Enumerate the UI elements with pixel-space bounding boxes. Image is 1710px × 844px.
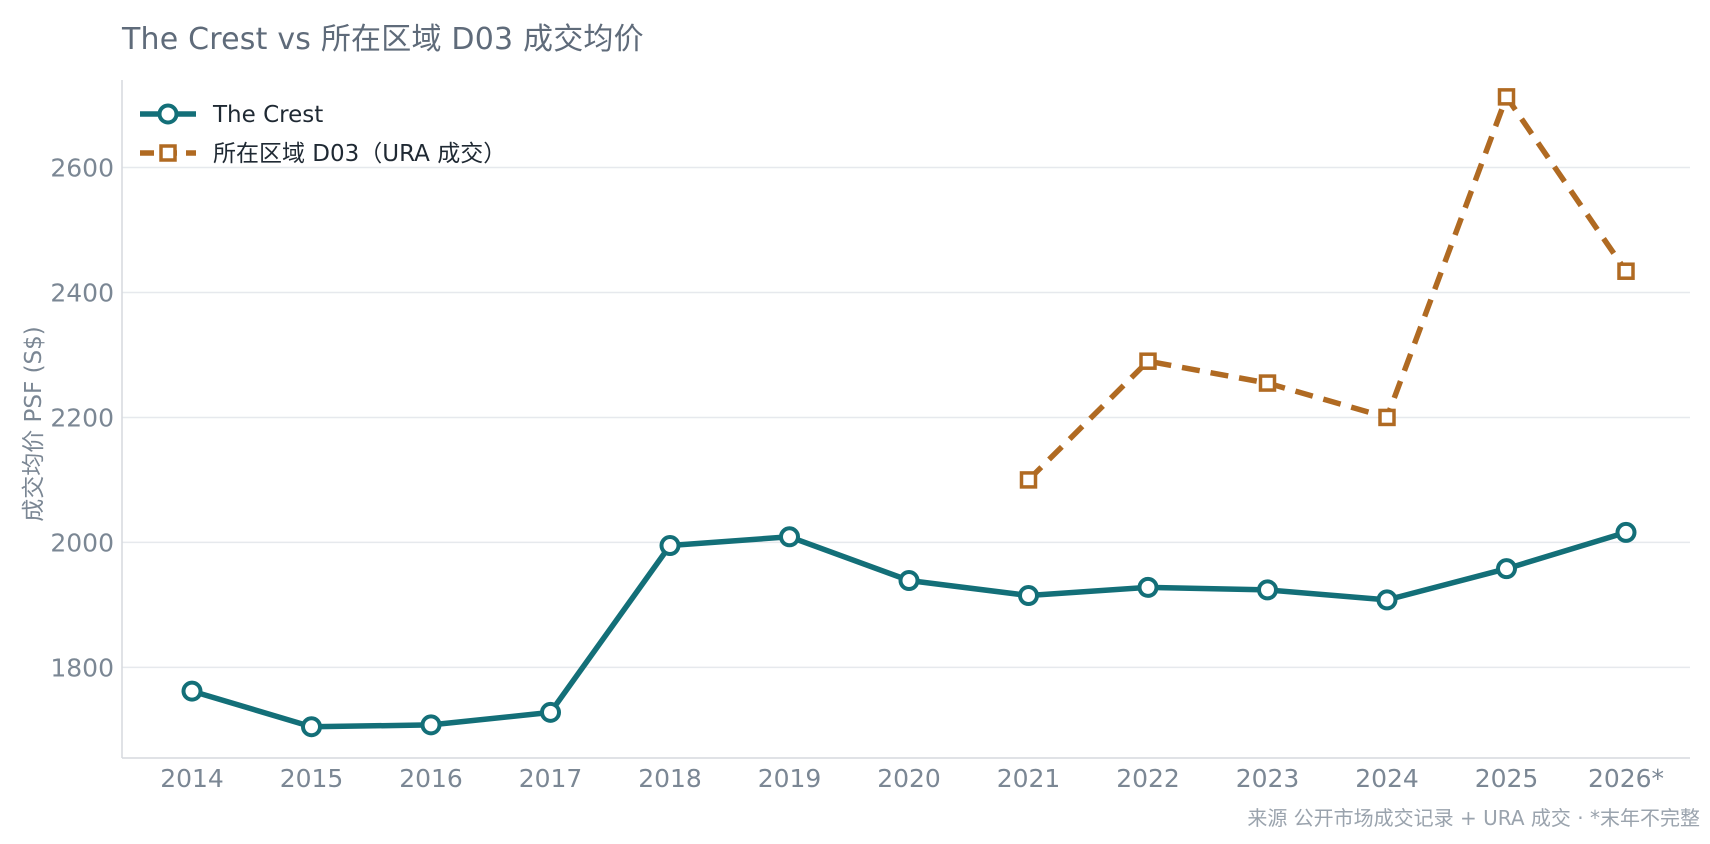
x-tick-label: 2017 [519,764,583,793]
x-tick-label: 2016 [399,764,463,793]
data-point [1258,374,1277,392]
data-point [1137,576,1159,598]
data-point [1257,579,1278,601]
x-tick-label: 2022 [1116,764,1180,793]
data-point [540,701,561,723]
legend-label: The Crest [212,102,323,128]
data-point [1615,521,1637,543]
x-tick-label: 2026* [1588,764,1664,793]
x-tick-label: 2024 [1355,764,1419,793]
y-tick-label: 1800 [50,653,114,682]
legend-item: 所在区域 D03（URA 成交） [140,141,506,167]
x-tick-label: 2021 [997,764,1061,793]
data-point [1019,471,1038,489]
x-tick-label: 2023 [1236,764,1300,793]
x-tick-label: 2014 [160,764,224,793]
data-point [1496,558,1517,580]
data-point [301,716,322,738]
data-point [898,570,920,592]
x-tick-labels: 2014 2015 2016 2017 2018 2019 2020 2021 2022 2023… [160,764,1664,793]
x-tick-label: 2019 [758,764,822,793]
legend-marker [157,103,179,125]
y-tick-labels: 1800 2000 2200 2400 2600 [50,153,114,682]
y-axis-label: 成交均价 PSF (S$) [21,326,47,522]
data-point [1376,589,1398,611]
data-point [1139,352,1157,370]
legend: The Crest 所在区域 D03（URA 成交） [140,102,506,167]
y-tick-label: 2400 [50,278,114,307]
data-point [779,526,800,548]
legend-item: The Crest [140,102,323,128]
data-point [659,535,681,557]
x-tick-label: 2025 [1475,764,1539,793]
data-point [1378,408,1396,427]
source-note: 来源 公开市场成交记录 + URA 成交 · *末年不完整 [1247,806,1700,830]
y-tick-label: 2600 [50,153,114,182]
series-0 [181,521,1637,738]
y-tick-label: 2200 [50,403,114,432]
series-1 [1019,88,1635,489]
series-line [1026,94,1629,482]
data-point [1018,585,1039,607]
x-tick-label: 2018 [638,764,702,793]
legend-marker [159,144,177,162]
data-point [420,714,442,736]
x-tick-label: 2020 [877,764,941,793]
y-tick-label: 2000 [50,528,114,557]
data-point [181,680,203,702]
data-point [1497,88,1516,106]
gridlines [122,166,1690,669]
data-point [1617,262,1635,280]
series-line [189,529,1629,730]
chart-title: The Crest vs 所在区域 D03 成交均价 [122,22,644,57]
x-tick-label: 2015 [280,764,344,793]
legend-label: 所在区域 D03（URA 成交） [213,141,506,167]
